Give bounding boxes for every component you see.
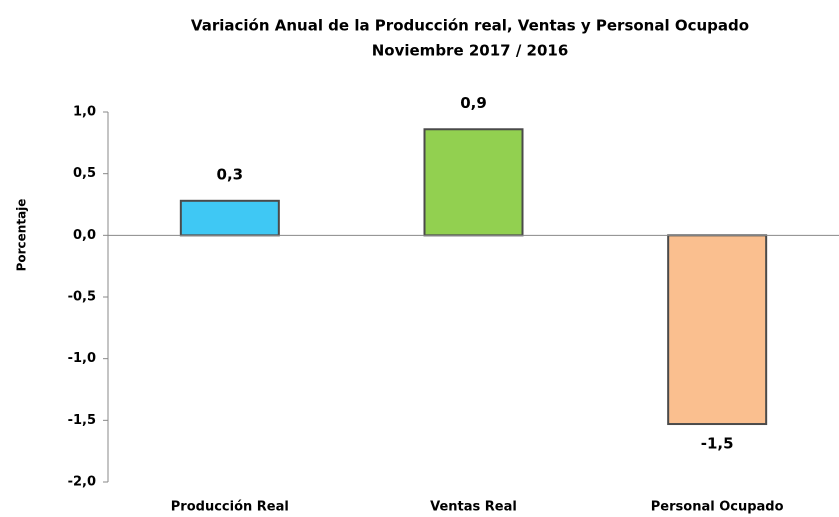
chart-title: Variación Anual de la Producción real, V… — [191, 17, 749, 35]
x-tick-label: Producción Real — [171, 500, 289, 515]
chart-subtitle: Noviembre 2017 / 2016 — [372, 42, 569, 60]
y-tick-label: 0,0 — [73, 228, 96, 243]
value-label: 0,9 — [460, 94, 487, 112]
bar — [423, 128, 524, 237]
y-tick-label: -1,0 — [68, 351, 96, 366]
y-tick-label: -0,5 — [68, 290, 96, 305]
value-label: 0,3 — [217, 165, 244, 183]
y-tick-label: 0,5 — [73, 166, 96, 181]
x-tick-label: Personal Ocupado — [651, 500, 784, 515]
y-tick-label: -2,0 — [68, 475, 96, 490]
y-tick-label: -1,5 — [68, 413, 96, 428]
value-label: -1,5 — [701, 435, 734, 453]
x-tick-label: Ventas Real — [430, 500, 517, 515]
y-axis-label: Porcentaje — [15, 199, 29, 272]
bar — [179, 199, 280, 237]
bar — [667, 234, 768, 426]
y-tick-label: 1,0 — [73, 105, 96, 120]
